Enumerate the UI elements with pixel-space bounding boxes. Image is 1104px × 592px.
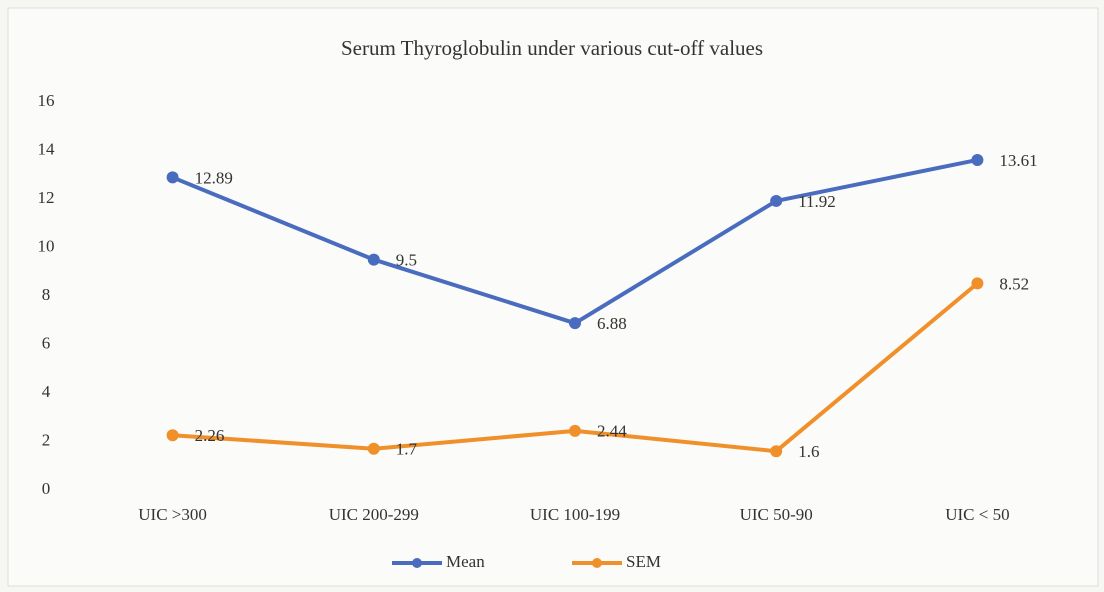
y-tick-label: 0 xyxy=(42,479,51,498)
marker xyxy=(569,317,581,330)
marker xyxy=(770,445,783,458)
data-label: 2.44 xyxy=(597,422,627,441)
marker xyxy=(971,277,984,290)
marker xyxy=(166,429,179,442)
legend-marker xyxy=(412,558,422,568)
marker xyxy=(367,442,380,455)
legend-label: Mean xyxy=(446,552,485,571)
marker xyxy=(971,153,984,166)
data-label: 2.26 xyxy=(195,426,225,445)
marker xyxy=(367,253,380,266)
y-tick-label: 6 xyxy=(42,333,51,352)
marker xyxy=(166,171,179,184)
y-tick-label: 8 xyxy=(42,285,51,304)
legend-label: SEM xyxy=(626,552,661,571)
data-label: 11.92 xyxy=(798,192,836,211)
data-label: 6.88 xyxy=(597,314,627,333)
data-label: 1.7 xyxy=(396,440,418,459)
chart-area xyxy=(7,7,1099,587)
legend-marker xyxy=(592,558,602,568)
x-tick-label: UIC >300 xyxy=(138,505,207,524)
data-label: 1.6 xyxy=(798,442,819,461)
y-tick-label: 4 xyxy=(42,382,51,401)
x-tick-label: UIC 100-199 xyxy=(530,505,620,524)
data-label: 8.52 xyxy=(999,274,1029,293)
y-tick-label: 12 xyxy=(38,188,55,207)
x-tick-label: UIC 200-299 xyxy=(329,505,419,524)
marker xyxy=(770,194,783,207)
y-tick-label: 14 xyxy=(38,139,56,158)
y-tick-label: 16 xyxy=(38,91,55,110)
data-label: 9.5 xyxy=(396,251,417,270)
data-label: 13.61 xyxy=(999,151,1037,170)
x-tick-label: UIC 50-90 xyxy=(740,505,813,524)
y-tick-label: 10 xyxy=(38,236,55,255)
y-tick-label: 2 xyxy=(42,430,51,449)
x-tick-label: UIC < 50 xyxy=(945,505,1009,524)
chart-title: Serum Thyroglobulin under various cut-of… xyxy=(341,36,763,60)
marker xyxy=(569,424,581,437)
data-label: 12.89 xyxy=(195,168,233,187)
